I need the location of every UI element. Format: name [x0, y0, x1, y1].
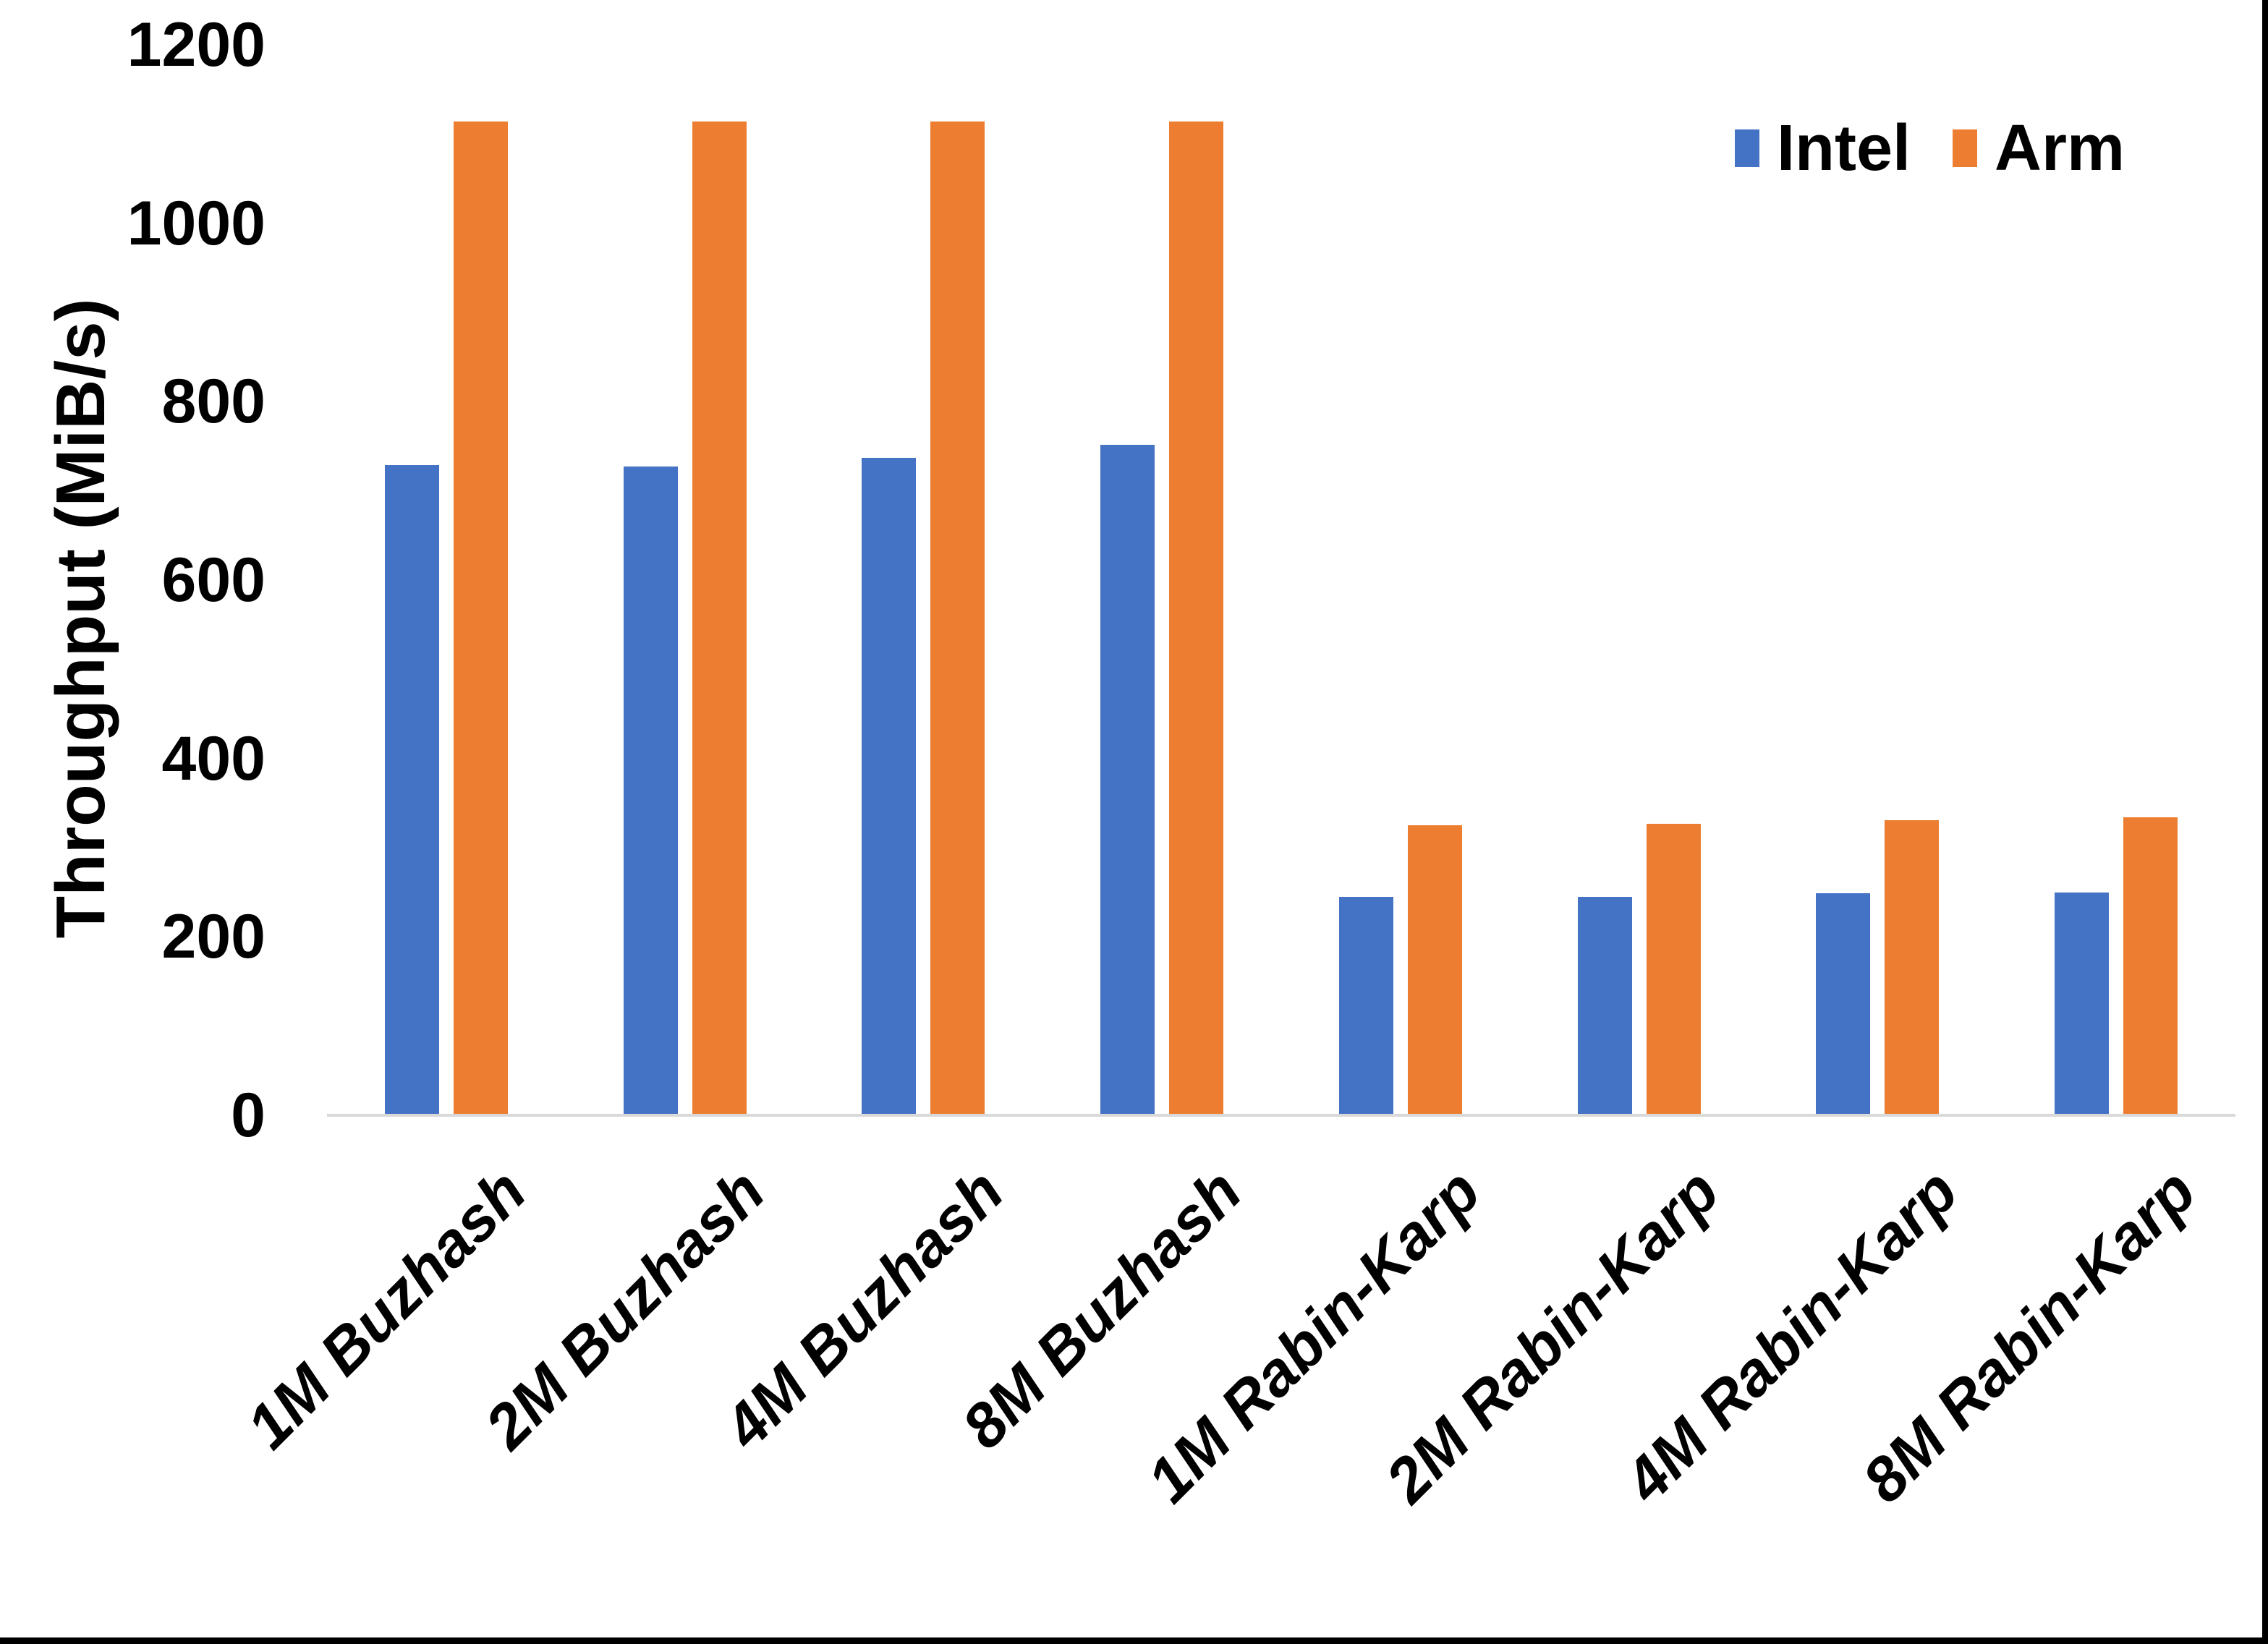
legend-item-intel: Intel: [1735, 116, 1911, 181]
y-tick-label: 600: [161, 545, 266, 615]
bar-intel-8: [2055, 892, 2110, 1115]
legend-label-arm: Arm: [1995, 112, 2125, 184]
image-border-bottom: [0, 1637, 2268, 1644]
y-tick-label: 0: [231, 1081, 266, 1150]
bar-arm-4: [1169, 122, 1224, 1115]
legend-swatch-intel: [1735, 129, 1759, 167]
bar-intel-5: [1338, 896, 1393, 1115]
bar-arm-7: [1885, 819, 1940, 1115]
bar-arm-3: [930, 122, 985, 1115]
bar-intel-3: [862, 458, 917, 1115]
bar-intel-6: [1577, 896, 1632, 1115]
y-tick-label: 800: [161, 367, 266, 437]
legend-item-arm: Arm: [1953, 116, 2125, 181]
y-tick-label: 1000: [127, 188, 266, 258]
legend: Intel Arm: [1735, 116, 2125, 181]
y-tick-label: 400: [161, 723, 266, 793]
bar-intel-1: [384, 464, 439, 1115]
legend-swatch-arm: [1953, 129, 1978, 167]
y-tick-label: 1200: [127, 10, 266, 80]
bar-intel-2: [623, 467, 678, 1115]
bar-intel-7: [1816, 893, 1871, 1115]
legend-label-intel: Intel: [1777, 112, 1911, 184]
bar-arm-6: [1646, 823, 1701, 1115]
image-border-right: [2262, 0, 2268, 1644]
bar-arm-2: [692, 122, 747, 1115]
bar-intel-4: [1100, 444, 1155, 1115]
x-axis-line: [327, 1114, 2235, 1117]
bar-arm-8: [2123, 817, 2178, 1115]
bar-arm-1: [453, 122, 508, 1115]
bar-arm-5: [1407, 825, 1462, 1115]
y-tick-label: 200: [161, 902, 266, 972]
